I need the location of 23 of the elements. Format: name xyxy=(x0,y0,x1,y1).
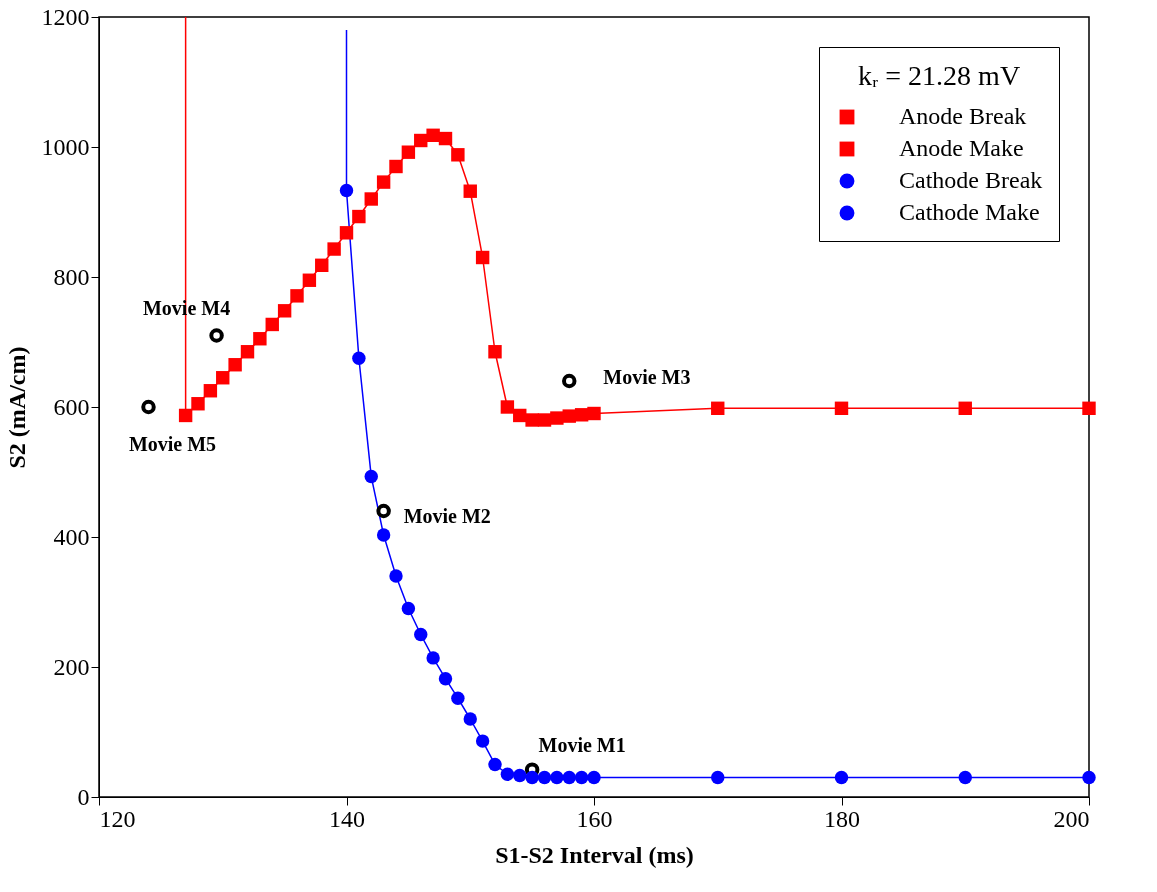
x-tick-label: 120 xyxy=(99,805,136,832)
annotation: Movie M1 xyxy=(538,733,626,756)
x-axis-title: S1-S2 Interval (ms) xyxy=(495,841,694,868)
legend-label: Cathode Make xyxy=(899,199,1040,225)
legend-label: Anode Break xyxy=(899,103,1027,129)
legend-title: kᵣ = 21.28 mV xyxy=(857,60,1021,91)
x-tick-label: 160 xyxy=(576,805,613,832)
legend-label: Cathode Break xyxy=(899,167,1043,193)
y-tick-label: 1000 xyxy=(41,133,90,160)
annotation: Movie M5 xyxy=(128,433,217,455)
y-tick-label: 800 xyxy=(53,263,90,290)
y-axis-title: S2 (mA/cm) xyxy=(3,346,30,469)
y-tick-label: 0 xyxy=(77,783,90,810)
annotation: Movie M2 xyxy=(403,505,491,527)
x-tick-label: 140 xyxy=(329,805,365,832)
x-tick-label: 180 xyxy=(824,805,860,832)
annotation: Movie M3 xyxy=(603,366,691,388)
y-tick-label: 600 xyxy=(53,393,90,420)
x-tick-label: 200 xyxy=(1053,805,1090,832)
y-tick-label: 400 xyxy=(53,523,90,550)
legend-label: Anode Make xyxy=(899,135,1024,161)
y-tick-label: 1200 xyxy=(41,3,90,30)
y-tick-label: 200 xyxy=(53,653,90,680)
